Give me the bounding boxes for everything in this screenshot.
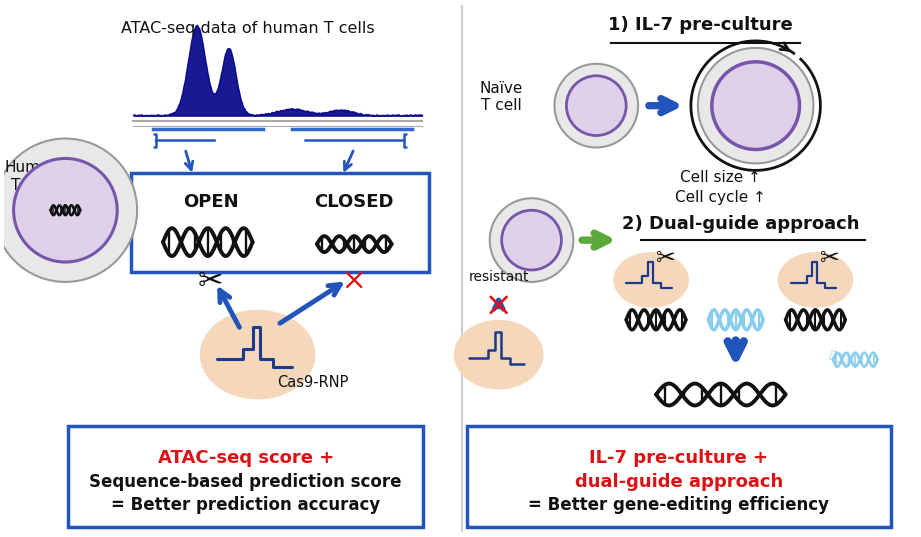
- Text: ATAC-seq data of human T cells: ATAC-seq data of human T cells: [121, 21, 375, 36]
- Text: Human
T cell: Human T cell: [4, 161, 59, 193]
- Text: Naïve
T cell: Naïve T cell: [480, 81, 523, 113]
- Text: IL-7 pre-culture +: IL-7 pre-culture +: [589, 449, 768, 467]
- Text: ATAC-seq score +: ATAC-seq score +: [157, 449, 333, 467]
- Circle shape: [502, 210, 562, 270]
- Text: 2) Dual-guide approach: 2) Dual-guide approach: [622, 215, 859, 233]
- Ellipse shape: [777, 252, 853, 308]
- Text: OPEN: OPEN: [183, 193, 239, 211]
- Text: ✂: ✂: [821, 246, 840, 270]
- Ellipse shape: [613, 252, 689, 308]
- Text: = Better gene-editing efficiency: = Better gene-editing efficiency: [529, 496, 830, 514]
- Text: ✂: ✂: [656, 246, 676, 270]
- FancyBboxPatch shape: [131, 173, 429, 272]
- Circle shape: [14, 158, 117, 262]
- Circle shape: [712, 62, 799, 149]
- Circle shape: [566, 76, 626, 135]
- Circle shape: [698, 48, 813, 163]
- Text: Cell cycle ↑: Cell cycle ↑: [675, 190, 766, 205]
- Circle shape: [554, 64, 638, 148]
- Ellipse shape: [454, 320, 543, 389]
- Text: = Better prediction accuracy: = Better prediction accuracy: [111, 496, 380, 514]
- Text: Cas9-RNP: Cas9-RNP: [276, 375, 348, 389]
- Circle shape: [490, 198, 574, 282]
- Text: resistant: resistant: [469, 270, 529, 284]
- FancyBboxPatch shape: [467, 426, 892, 527]
- Text: CLOSED: CLOSED: [314, 193, 394, 211]
- Text: Sequence-based prediction score: Sequence-based prediction score: [89, 473, 402, 491]
- Text: ᗺᗺᗺ: ᗺᗺᗺ: [827, 350, 849, 366]
- Text: 1) IL-7 pre-culture: 1) IL-7 pre-culture: [609, 16, 793, 34]
- FancyBboxPatch shape: [68, 426, 423, 527]
- Text: ✂: ✂: [198, 267, 224, 296]
- Text: dual-guide approach: dual-guide approach: [575, 473, 783, 491]
- Text: Cell size ↑: Cell size ↑: [681, 170, 762, 185]
- Ellipse shape: [200, 310, 315, 400]
- Circle shape: [0, 139, 137, 282]
